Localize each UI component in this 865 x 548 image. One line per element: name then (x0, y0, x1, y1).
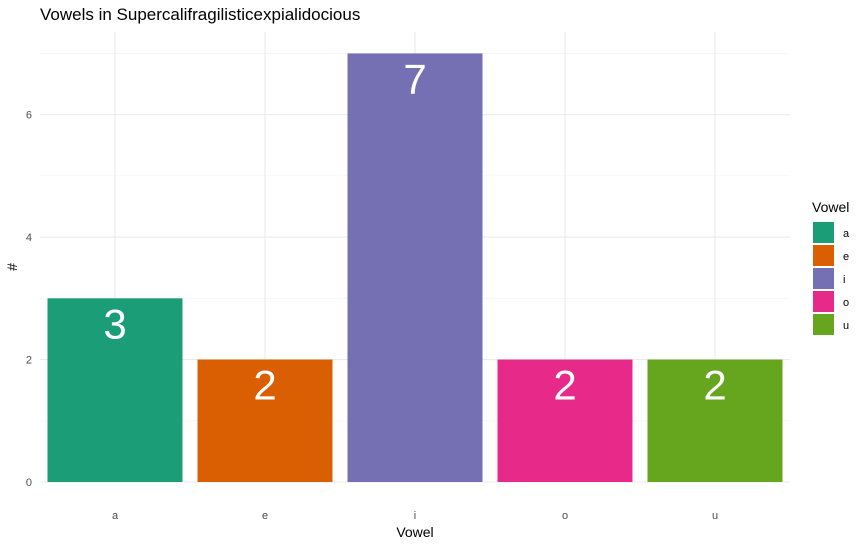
x-tick-label: u (712, 510, 718, 522)
legend-key-e (813, 245, 834, 266)
bar-e (197, 359, 333, 482)
legend-label-e: e (843, 251, 849, 263)
y-tick-label: 6 (26, 110, 32, 122)
legend-label-i: i (843, 274, 845, 286)
bars (47, 53, 783, 483)
y-axis-title: # (4, 263, 20, 271)
bar-data-label-a: 3 (103, 300, 126, 347)
legend-label-u: u (843, 320, 849, 332)
legend-title: Vowel (812, 199, 849, 215)
bar-data-label-i: 7 (403, 55, 426, 102)
legend-key-o (813, 291, 834, 312)
x-tick-label: o (562, 510, 568, 522)
legend-key-u (813, 314, 834, 335)
chart-title: Vowels in Supercalifragilisticexpialidoc… (40, 5, 360, 24)
legend-key-i (813, 268, 834, 289)
x-tick-label: i (414, 510, 416, 522)
bar-data-label-u: 2 (703, 362, 726, 409)
legend-key-a (813, 222, 834, 243)
bar-o (497, 359, 633, 482)
bar-data-label-o: 2 (553, 362, 576, 409)
bar-labels: 3 2 7 2 2 (103, 55, 726, 408)
bar-u (647, 359, 783, 482)
y-tick-label: 0 (26, 477, 32, 489)
legend-label-o: o (843, 297, 849, 309)
y-tick-label: 4 (26, 232, 32, 244)
y-tick-label: 2 (26, 355, 32, 367)
x-axis-title: Vowel (396, 524, 433, 540)
bar-i (347, 53, 483, 483)
bar-data-label-e: 2 (253, 362, 276, 409)
bar-a (47, 298, 183, 482)
legend-label-a: a (843, 228, 850, 240)
x-tick-label: a (112, 510, 119, 522)
y-axis-ticks: 0 2 4 6 (26, 110, 32, 489)
x-tick-label: e (262, 510, 268, 522)
